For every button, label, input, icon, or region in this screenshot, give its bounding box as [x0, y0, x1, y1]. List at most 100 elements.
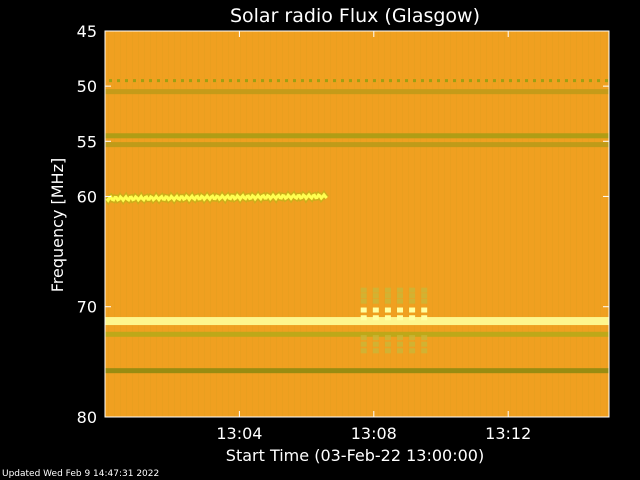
- y-tick-label: 60: [77, 187, 97, 206]
- band-dot: [501, 79, 504, 83]
- axes: 45 50 55 60 70 80 13:04 13:08 13:12: [77, 22, 610, 443]
- band-dot: [397, 79, 400, 83]
- burst-block-cell: [421, 307, 428, 313]
- band-dot: [229, 79, 232, 83]
- band-dot: [469, 79, 472, 83]
- burst-block-cell: [397, 293, 404, 299]
- band-dot: [405, 79, 408, 83]
- band-dot: [269, 79, 272, 83]
- band-dot: [549, 79, 552, 83]
- burst-block-cell: [421, 315, 428, 321]
- burst-block-cell: [384, 293, 391, 299]
- band-dot: [357, 79, 360, 83]
- y-tick-label: 70: [77, 298, 97, 317]
- burst-block-cell: [360, 287, 367, 293]
- band-dot: [493, 79, 496, 83]
- burst-block-cell: [397, 341, 404, 347]
- band-dot: [341, 79, 344, 83]
- x-axis-label: Start Time (03-Feb-22 13:00:00): [226, 446, 484, 465]
- chart-title: Solar radio Flux (Glasgow): [230, 5, 480, 27]
- band-dot: [485, 79, 488, 83]
- band-dot: [381, 79, 384, 83]
- band-dot: [301, 79, 304, 83]
- band-dot: [277, 79, 280, 83]
- band-dot: [181, 79, 184, 83]
- band-dot: [477, 79, 480, 83]
- burst-block-cell: [360, 307, 367, 313]
- burst-block-cell: [421, 348, 428, 354]
- band-dot: [461, 79, 464, 83]
- burst-block-cell: [372, 298, 379, 304]
- band-dot: [221, 79, 224, 83]
- band-dot: [213, 79, 216, 83]
- frequency-band-4: [105, 317, 609, 326]
- band-dot: [149, 79, 152, 83]
- band-dot: [373, 79, 376, 83]
- burst-block-cell: [372, 307, 379, 313]
- burst-block-cell: [409, 315, 416, 321]
- band-dot: [309, 79, 312, 83]
- burst-block-cell: [409, 298, 416, 304]
- band-dot: [325, 79, 328, 83]
- burst-block-cell: [360, 315, 367, 321]
- band-dot: [157, 79, 160, 83]
- band-dot: [581, 79, 584, 83]
- band-dot: [349, 79, 352, 83]
- band-dot: [557, 79, 560, 83]
- plot-area: [104, 31, 609, 417]
- burst-block-cell: [384, 287, 391, 293]
- burst-block-cell: [397, 307, 404, 313]
- burst-block-cell: [397, 335, 404, 341]
- band-dot: [197, 79, 200, 83]
- burst-block-cell: [372, 341, 379, 347]
- band-dot: [429, 79, 432, 83]
- band-dot: [237, 79, 240, 83]
- y-tick-label: 55: [77, 132, 97, 151]
- x-tick-label: 13:12: [485, 424, 531, 443]
- band-dot: [109, 79, 112, 83]
- band-dot: [293, 79, 296, 83]
- band-dot: [333, 79, 336, 83]
- burst-block-cell: [360, 335, 367, 341]
- band-dot: [133, 79, 136, 83]
- burst-block-cell: [409, 348, 416, 354]
- x-tick-label: 13:04: [216, 424, 262, 443]
- burst-block-cell: [421, 293, 428, 299]
- burst-block-cell: [384, 298, 391, 304]
- burst-block-cell: [421, 287, 428, 293]
- plot-frame: [104, 30, 610, 418]
- burst-block-cell: [372, 293, 379, 299]
- burst-block-cell: [372, 287, 379, 293]
- band-dot: [261, 79, 264, 83]
- band-dot: [285, 79, 288, 83]
- band-dot: [245, 79, 248, 83]
- band-dot: [541, 79, 544, 83]
- band-dot: [517, 79, 520, 83]
- band-dot: [445, 79, 448, 83]
- band-dot: [165, 79, 168, 83]
- burst-block-cell: [384, 315, 391, 321]
- vertical-texture: [105, 31, 609, 417]
- band-dot: [365, 79, 368, 83]
- updated-timestamp: Updated Wed Feb 9 14:47:31 2022: [2, 469, 160, 479]
- burst-block-cell: [384, 348, 391, 354]
- burst-block-cell: [409, 293, 416, 299]
- burst-block-cell: [372, 335, 379, 341]
- burst-block-cell: [409, 335, 416, 341]
- burst-block-cell: [409, 341, 416, 347]
- burst-block-cell: [372, 348, 379, 354]
- band-dot: [421, 79, 424, 83]
- y-tick-label: 50: [77, 77, 97, 96]
- burst-block-cell: [360, 341, 367, 347]
- band-dot: [453, 79, 456, 83]
- burst-block-cell: [421, 335, 428, 341]
- y-tick-label: 45: [77, 22, 97, 41]
- band-dot: [317, 79, 320, 83]
- burst-block-cell: [397, 315, 404, 321]
- band-dot: [189, 79, 192, 83]
- burst-60mhz: [105, 192, 328, 203]
- band-dot: [117, 79, 120, 83]
- band-dot: [389, 79, 392, 83]
- band-dot: [509, 79, 512, 83]
- band-dot: [437, 79, 440, 83]
